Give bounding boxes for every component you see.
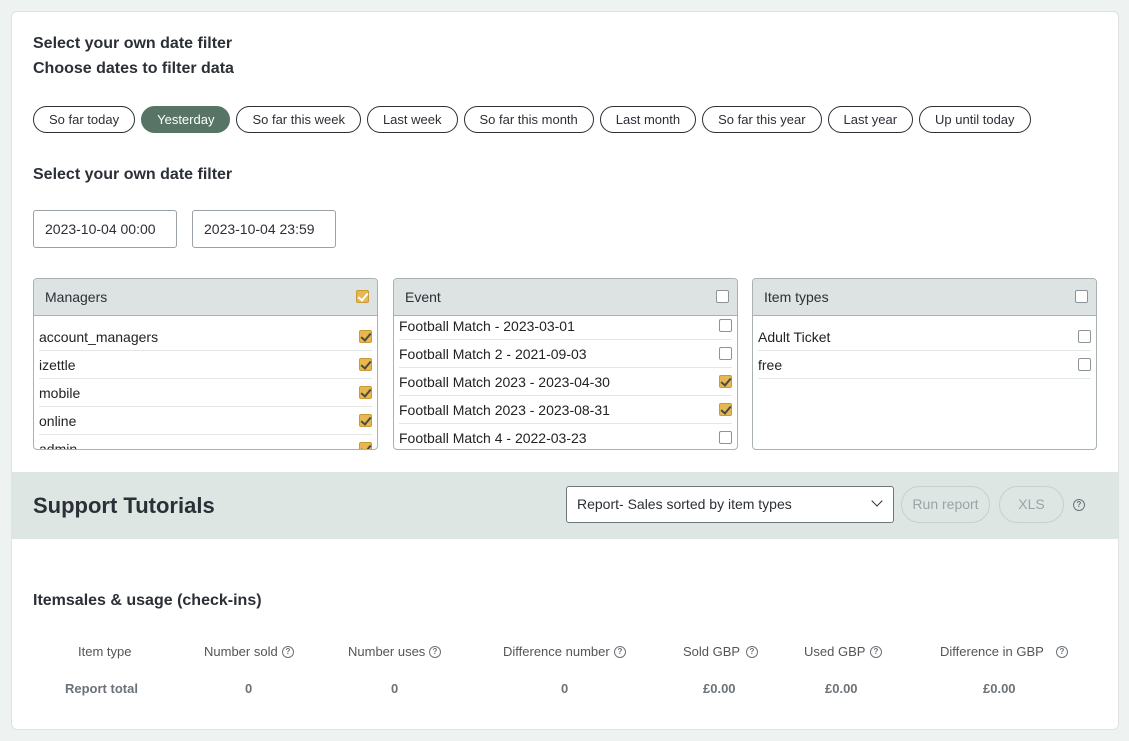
checkbox[interactable] [359, 386, 372, 399]
question-circle-icon[interactable]: ? [1056, 646, 1068, 658]
list-item[interactable]: Football Match 2023 - 2023-08-31 [399, 396, 732, 424]
checkbox[interactable] [719, 319, 732, 332]
question-circle-icon[interactable]: ? [870, 646, 882, 658]
filter-so-far-this-week[interactable]: So far this week [236, 106, 361, 133]
managers-list[interactable]: account_managers izettle mobile online a… [34, 316, 377, 449]
col-difference-number: Difference number [503, 644, 610, 659]
col-sold-gbp: Sold GBP [683, 644, 741, 659]
events-list[interactable]: Football Match - 2023-03-01 Football Mat… [394, 316, 737, 449]
chevron-down-icon [871, 495, 883, 507]
checkbox[interactable] [719, 375, 732, 388]
checkbox[interactable] [359, 442, 372, 449]
item-types-panel: Item types Adult Ticket free [752, 278, 1097, 450]
managers-header: Managers [34, 279, 377, 316]
filter-up-until-today[interactable]: Up until today [919, 106, 1031, 133]
item-types-header-label: Item types [764, 289, 829, 305]
question-circle-icon[interactable]: ? [614, 646, 626, 658]
item-types-list[interactable]: Adult Ticket free [753, 316, 1096, 449]
col-number-uses: Number uses [348, 644, 426, 659]
list-item[interactable]: admin [39, 435, 372, 449]
col-item-type: Item type [78, 644, 132, 659]
filter-so-far-this-month[interactable]: So far this month [463, 106, 594, 133]
managers-header-label: Managers [45, 289, 108, 305]
filter-last-year[interactable]: Last year [827, 106, 914, 133]
filter-so-far-this-year[interactable]: So far this year [702, 106, 822, 133]
question-circle-icon[interactable]: ? [1073, 499, 1085, 511]
run-report-button[interactable]: Run report [901, 486, 990, 523]
list-item[interactable]: izettle [39, 351, 372, 379]
checkbox[interactable] [359, 358, 372, 371]
xls-button[interactable]: XLS [999, 486, 1064, 523]
list-item[interactable]: Football Match 4 - 2022-03-23 [399, 424, 732, 449]
checkbox[interactable] [719, 431, 732, 444]
events-header-label: Event [405, 289, 441, 305]
report-select[interactable]: Report- Sales sorted by item types [566, 486, 894, 523]
managers-select-all-checkbox[interactable] [356, 290, 369, 303]
list-item[interactable]: mobile [39, 379, 372, 407]
events-panel: Event Football Match - 2023-03-01 Footba… [393, 278, 738, 450]
col-difference-gbp: Difference in GBP [940, 644, 1044, 659]
question-circle-icon[interactable]: ? [429, 646, 441, 658]
report-card: Select your own date filter Choose dates… [11, 11, 1119, 730]
question-circle-icon[interactable]: ? [746, 646, 758, 658]
checkbox[interactable] [1078, 330, 1091, 343]
list-item[interactable]: Football Match 2023 - 2023-04-30 [399, 368, 732, 396]
col-number-sold: Number sold [204, 644, 278, 659]
item-types-select-all-checkbox[interactable] [1075, 290, 1088, 303]
checkbox[interactable] [359, 414, 372, 427]
managers-panel: Managers account_managers izettle mobile… [33, 278, 378, 450]
date-from-input[interactable]: 2023-10-04 00:00 [33, 210, 177, 248]
checkbox[interactable] [359, 330, 372, 343]
filter-last-week[interactable]: Last week [366, 106, 458, 133]
report-title: Itemsales & usage (check-ins) [33, 592, 262, 609]
custom-filter-title: Select your own date filter [33, 166, 233, 183]
list-item[interactable]: Football Match 2 - 2021-09-03 [399, 340, 732, 368]
quick-date-filters: So far today Yesterday So far this week … [33, 106, 1031, 133]
page-title: Select your own date filter [33, 35, 233, 52]
list-item[interactable]: account_managers [39, 323, 372, 351]
list-item[interactable]: online [39, 407, 372, 435]
page-subtitle: Choose dates to filter data [33, 60, 234, 77]
events-header: Event [394, 279, 737, 316]
item-types-header: Item types [753, 279, 1096, 316]
list-item[interactable]: Football Match - 2023-03-01 [399, 316, 732, 340]
date-to-input[interactable]: 2023-10-04 23:59 [192, 210, 336, 248]
col-used-gbp: Used GBP [804, 644, 866, 659]
checkbox[interactable] [719, 347, 732, 360]
question-circle-icon[interactable]: ? [282, 646, 294, 658]
events-select-all-checkbox[interactable] [716, 290, 729, 303]
support-tutorials-title: Support Tutorials [33, 493, 215, 518]
checkbox[interactable] [719, 403, 732, 416]
filter-yesterday[interactable]: Yesterday [141, 106, 231, 133]
list-item[interactable]: free [758, 351, 1091, 379]
filter-last-month[interactable]: Last month [599, 106, 697, 133]
report-toolbar: Support Tutorials Report- Sales sorted b… [12, 472, 1118, 539]
checkbox[interactable] [1078, 358, 1091, 371]
list-item[interactable]: Adult Ticket [758, 323, 1091, 351]
filter-so-far-today[interactable]: So far today [33, 106, 136, 133]
